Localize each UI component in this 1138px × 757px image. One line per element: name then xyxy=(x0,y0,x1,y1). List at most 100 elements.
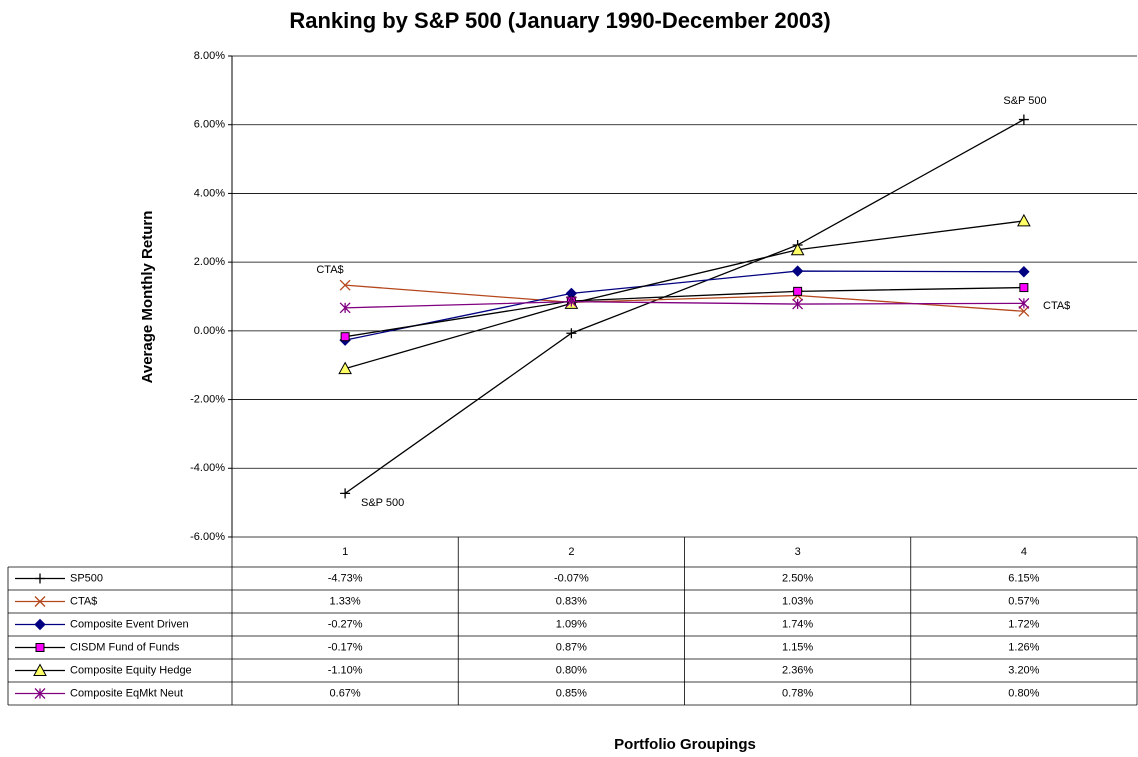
table-value: 0.67% xyxy=(330,687,361,699)
y-tick-label: -4.00% xyxy=(190,462,225,474)
marker xyxy=(566,328,577,339)
marker xyxy=(1019,283,1029,293)
marker-shape xyxy=(1017,213,1031,227)
annotation: CTA$ xyxy=(316,264,343,276)
marker-shape xyxy=(33,663,47,676)
y-tick-label: -6.00% xyxy=(190,531,225,543)
y-axis-title: Average Monthly Return xyxy=(139,211,156,384)
table-value: 0.85% xyxy=(556,687,587,699)
marker-shape xyxy=(35,643,45,652)
marker xyxy=(792,298,804,310)
marker-shape xyxy=(1018,297,1030,309)
marker xyxy=(1018,114,1029,125)
table-value: 0.80% xyxy=(1008,687,1039,699)
marker xyxy=(790,242,805,256)
marker-shape xyxy=(565,296,577,308)
table-value: 1.26% xyxy=(1008,641,1039,653)
marker xyxy=(793,286,803,296)
legend-label: SP500 xyxy=(70,572,103,584)
series-line xyxy=(344,270,1024,341)
marker-shape xyxy=(34,688,46,699)
series-line xyxy=(345,301,1024,309)
marker-shape xyxy=(339,279,351,291)
marker xyxy=(34,596,46,607)
annotation: S&P 500 xyxy=(1003,95,1046,107)
x-tick-label: 1 xyxy=(342,546,348,558)
y-tick-label: 6.00% xyxy=(194,119,225,131)
x-tick-label: 4 xyxy=(1021,546,1027,558)
marker-shape xyxy=(791,265,804,277)
marker xyxy=(339,302,351,314)
marker-shape xyxy=(790,242,805,256)
table-value: -0.27% xyxy=(328,618,363,630)
table-value: 0.78% xyxy=(782,687,813,699)
table-value: -0.17% xyxy=(328,641,363,653)
chart-title: Ranking by S&P 500 (January 1990-Decembe… xyxy=(289,8,830,33)
marker xyxy=(35,573,45,584)
table-value: 1.74% xyxy=(782,618,813,630)
table-value: 1.09% xyxy=(556,618,587,630)
x-axis-title: Portfolio Groupings xyxy=(614,736,756,753)
marker-shape xyxy=(1019,283,1029,293)
y-tick-label: -2.00% xyxy=(190,393,225,405)
marker xyxy=(34,618,46,631)
table-value: 2.36% xyxy=(782,664,813,676)
marker xyxy=(340,488,351,499)
legend-label: CISDM Fund of Funds xyxy=(70,641,180,653)
marker xyxy=(1018,305,1030,317)
marker xyxy=(338,361,352,375)
x-tick-label: 2 xyxy=(568,546,574,558)
marker xyxy=(791,265,804,277)
marker xyxy=(35,643,45,652)
table-value: 0.80% xyxy=(556,664,587,676)
annotation: S&P 500 xyxy=(361,497,404,509)
y-tick-label: 4.00% xyxy=(194,187,225,199)
marker-shape xyxy=(339,302,351,314)
marker xyxy=(1018,297,1030,309)
annotation: CTA$ xyxy=(1043,300,1070,312)
marker-shape xyxy=(793,286,803,296)
marker-shape xyxy=(34,618,46,631)
marker-shape xyxy=(792,298,804,310)
legend-label: Composite Event Driven xyxy=(70,618,189,630)
table-value: 0.83% xyxy=(556,595,587,607)
marker-shape xyxy=(1018,305,1030,317)
series-line xyxy=(344,118,1025,494)
legend-label: CTA$ xyxy=(70,595,97,607)
table-value: 1.03% xyxy=(782,595,813,607)
table-value: 0.87% xyxy=(556,641,587,653)
marker xyxy=(33,663,47,676)
table-value: -1.10% xyxy=(328,664,363,676)
table-value: 3.20% xyxy=(1008,664,1039,676)
marker-shape xyxy=(340,488,351,499)
table-value: 1.15% xyxy=(782,641,813,653)
series-line xyxy=(344,220,1024,370)
table-value: -0.07% xyxy=(554,572,589,584)
marker xyxy=(339,279,351,291)
table-value: 1.33% xyxy=(330,595,361,607)
marker-shape xyxy=(35,573,45,584)
y-tick-label: 2.00% xyxy=(194,256,225,268)
table-value: 6.15% xyxy=(1008,572,1039,584)
marker-shape xyxy=(34,596,46,607)
marker-shape xyxy=(1018,114,1029,125)
marker-shape xyxy=(338,361,352,375)
x-tick-label: 3 xyxy=(795,546,801,558)
table-value: 1.72% xyxy=(1008,618,1039,630)
y-tick-label: 0.00% xyxy=(194,325,225,337)
table-value: -4.73% xyxy=(328,572,363,584)
legend-label: Composite EqMkt Neut xyxy=(70,687,183,699)
marker xyxy=(565,296,577,308)
marker xyxy=(340,332,350,342)
series-line xyxy=(345,286,1024,338)
marker-shape xyxy=(566,328,577,339)
marker xyxy=(34,688,46,699)
legend-label: Composite Equity Hedge xyxy=(70,664,192,676)
y-tick-label: 8.00% xyxy=(194,50,225,62)
table-value: 0.57% xyxy=(1008,595,1039,607)
marker xyxy=(1017,213,1031,227)
marker-shape xyxy=(1018,266,1030,278)
marker xyxy=(1018,266,1030,278)
table-value: 2.50% xyxy=(782,572,813,584)
